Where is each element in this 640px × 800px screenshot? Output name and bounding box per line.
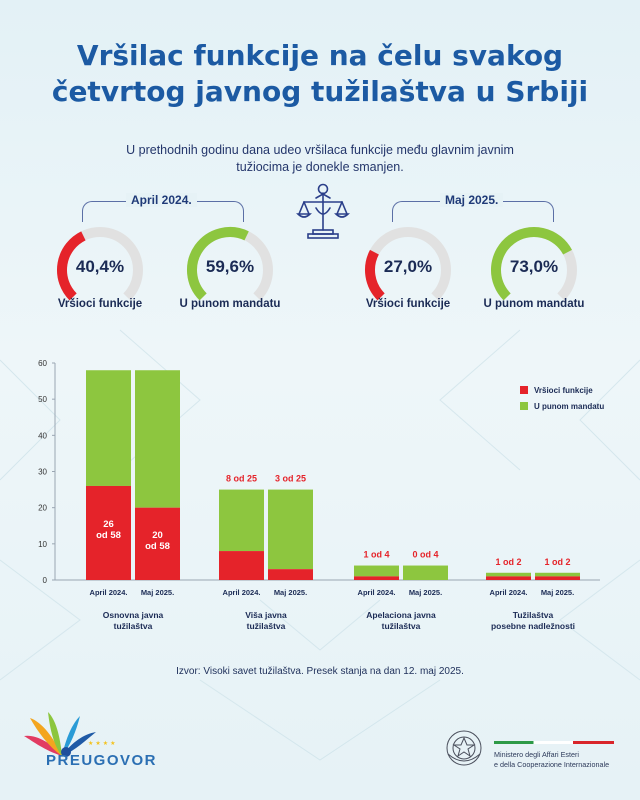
gauge-april-acting: 40,4% [54,224,146,316]
bar-segment-acting [268,569,313,580]
gauge-may-acting-arc [365,227,451,301]
bar-segment-full-mandate [219,489,264,552]
bar-segment-full-mandate [354,565,399,577]
bar-data-label-line: 20 [152,530,163,541]
ministry-line-2: e della Cooperazione Internazionale [494,760,610,769]
gauge-fill [365,249,385,301]
group-label-line-1: Tužilaštva [513,610,554,620]
bar-segment-full-mandate [535,572,580,577]
gauge-fill [491,227,572,301]
eu-stars-icon: ★★★★ [88,741,118,747]
gauge-april-full-arc [187,227,273,301]
group-label-line-2: tužilaštva [247,621,286,631]
y-tick-label: 20 [38,504,47,513]
x-tick-label: Maj 2025. [409,588,442,597]
gauge-fill [187,227,249,301]
legend-swatch [520,386,528,394]
x-tick-label: April 2024. [490,588,528,597]
subtitle: U prethodnih godinu dana udeo vršilaca f… [126,143,514,174]
y-tick-label: 10 [38,540,47,549]
x-tick-label: April 2024. [90,588,128,597]
italian-emblem-icon [446,730,482,766]
bar-data-label-line: 26 [103,519,114,530]
gauge-may-acting: 27,0% [362,224,454,316]
bar-data-label: 3 od 25 [275,474,306,484]
group-label-line-1: Viša javna [245,610,287,620]
group-label-line-1: Osnovna javna [103,610,164,620]
x-tick-label: April 2024. [223,588,261,597]
bar-segment-full-mandate [86,370,131,486]
gauge-april-acting-arc [57,227,143,301]
gauge-caption: Vršioci funkcije [57,298,143,310]
bar-data-label: 1 od 2 [544,557,570,567]
group-label-line-2: posebne nadležnosti [491,621,575,631]
bar-segment-acting [486,576,531,580]
bar-segment-full-mandate [268,489,313,570]
bar-data-label: 8 od 25 [226,474,257,484]
period-label-april: April 2024. [126,193,197,207]
x-tick-label: April 2024. [358,588,396,597]
bar-data-label-line: od 58 [145,541,170,552]
ministry-name: Ministero degli Affari Esteri e della Co… [494,750,609,770]
group-label-line-2: tužilaštva [382,621,421,631]
bar-segment-full-mandate [135,370,180,508]
group-label-line-2: tužilaštva [114,621,153,631]
preugovor-brand: PREUGOVOR [46,752,158,769]
gauge-value: 73,0% [509,257,559,276]
gauge-april-full: 59,6% [184,224,276,316]
gauge-value: 59,6% [205,257,255,276]
gauge-caption: Vršioci funkcije [365,298,451,310]
gauge-caption: U punom mandatu [179,298,281,310]
bar-segment-acting [219,551,264,580]
legend-label: U punom mandatu [534,402,604,411]
bar-data-label: 1 od 4 [363,550,389,560]
bar-segment-acting [86,485,131,580]
group-label-line-1: Apelaciona javna [366,610,436,620]
x-tick-label: Maj 2025. [274,588,307,597]
period-label-may: Maj 2025. [440,193,504,207]
y-tick-label: 40 [38,431,47,440]
bar-data-label: 26 od 58 [96,519,121,541]
gauge-value: 27,0% [383,257,433,276]
x-tick-label: Maj 2025. [541,588,574,597]
title-line-1: Vršilac funkcije na čelu svakog [76,39,564,72]
scales-of-justice-icon [296,183,350,239]
y-tick-label: 0 [43,576,48,585]
source-note: Izvor: Visoki savet tužilaštva. Presek s… [176,666,464,677]
legend-label: Vršioci funkcije [534,386,593,395]
bar-segment-acting [135,507,180,580]
bar-segment-full-mandate [486,572,531,577]
preugovor-bird-logo [24,712,96,757]
bar-segment-acting [535,576,580,580]
title-line-2: četvrtog javnog tužilaštva u Srbiji [51,75,589,108]
gauge-value: 40,4% [75,257,125,276]
gauge-may-full: 73,0% [488,224,580,316]
bar-segment-full-mandate [403,565,448,580]
legend-swatch [520,402,528,410]
ministry-line-1: Ministero degli Affari Esteri [494,750,579,759]
page-title: Vršilac funkcije na čelu svakog četvrtog… [0,38,640,110]
bar-segment-acting [354,576,399,580]
italian-flag-bar [494,741,614,744]
gauge-caption: U punom mandatu [483,298,585,310]
bar-data-label: 1 od 2 [495,557,521,567]
bar-data-label: 20 od 58 [145,530,170,552]
gauge-may-full-arc [491,227,577,301]
y-tick-label: 50 [38,395,47,404]
gauge-fill [57,231,86,301]
bar-data-label-line: od 58 [96,530,121,541]
x-tick-label: Maj 2025. [141,588,174,597]
y-tick-label: 30 [38,468,47,477]
y-tick-label: 60 [38,359,47,368]
bar-data-label: 0 od 4 [412,550,438,560]
